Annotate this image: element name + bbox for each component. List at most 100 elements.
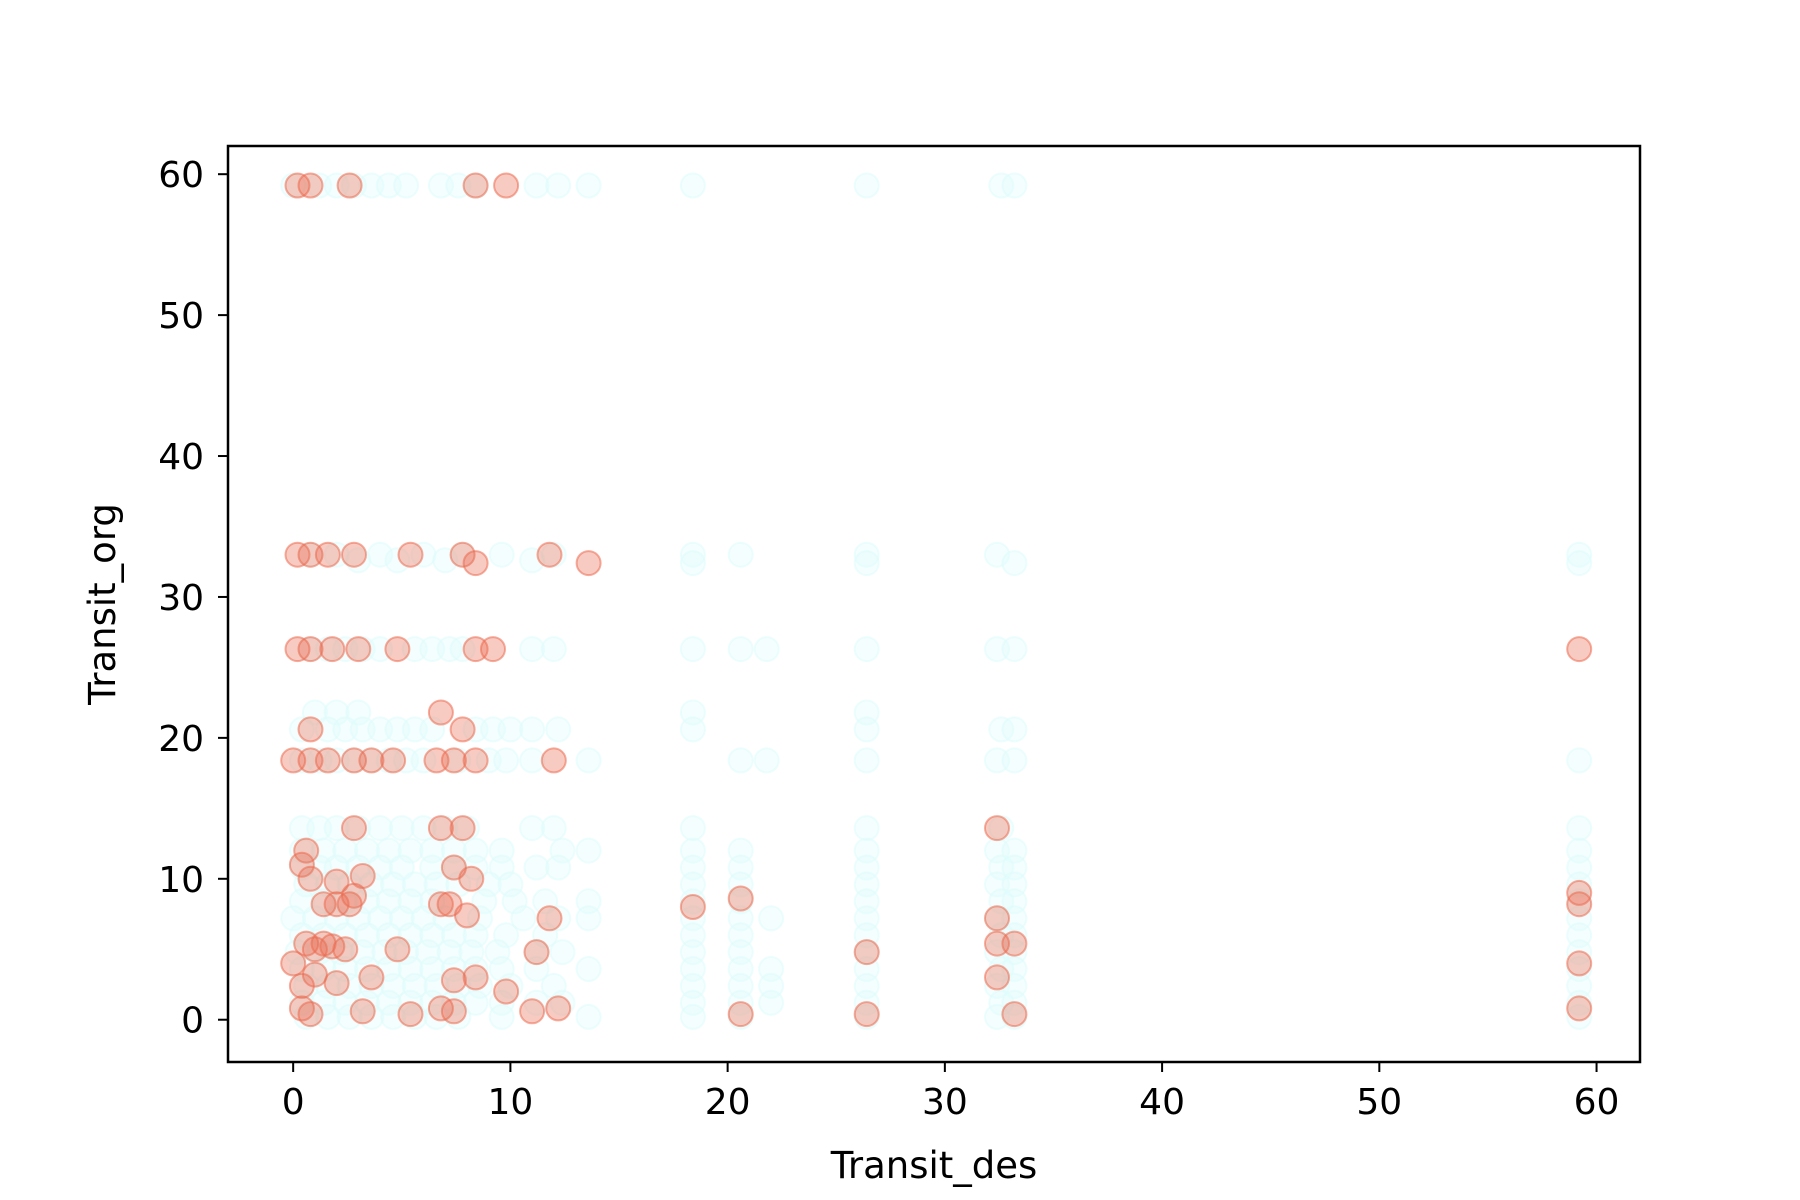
scatter-point bbox=[336, 1003, 363, 1030]
scatter-point bbox=[462, 550, 489, 577]
scatter-point bbox=[297, 716, 324, 743]
scatter-point bbox=[314, 747, 341, 774]
scatter-point bbox=[540, 747, 567, 774]
scatter-point bbox=[332, 936, 359, 963]
scatter-point bbox=[1566, 989, 1593, 1016]
x-axis-label: Transit_des bbox=[830, 1144, 1038, 1187]
scatter-point bbox=[1001, 172, 1028, 199]
scatter-point bbox=[440, 747, 467, 774]
scatter-point bbox=[575, 905, 602, 932]
scatter-point bbox=[549, 939, 576, 966]
scatter-point bbox=[427, 815, 454, 842]
scatter-point bbox=[545, 716, 572, 743]
x-tick-label: 10 bbox=[487, 1082, 533, 1123]
scatter-point bbox=[984, 905, 1010, 932]
scatter-point bbox=[575, 837, 602, 864]
scatter-point bbox=[358, 747, 385, 774]
scatter-point bbox=[449, 541, 476, 568]
x-tick-label: 0 bbox=[282, 1082, 305, 1123]
scatter-point bbox=[1001, 716, 1028, 743]
scatter-point bbox=[449, 716, 476, 743]
scatter-point bbox=[853, 541, 880, 568]
scatter-point bbox=[575, 550, 602, 577]
y-tick-label: 0 bbox=[181, 1001, 204, 1042]
scatter-point bbox=[1001, 550, 1028, 577]
scatter-point bbox=[397, 541, 424, 568]
x-tick-label: 40 bbox=[1139, 1082, 1185, 1123]
scatter-point bbox=[497, 716, 524, 743]
scatter-point bbox=[367, 815, 394, 842]
y-tick-label: 50 bbox=[158, 296, 204, 337]
scatter-point bbox=[1001, 636, 1028, 663]
scatter-point bbox=[540, 815, 567, 842]
y-tick-label: 10 bbox=[158, 860, 204, 901]
y-axis-ticks: 0 10 20 30 40 50 60 bbox=[158, 155, 228, 1042]
scatter-point bbox=[462, 964, 489, 991]
x-tick-label: 60 bbox=[1574, 1082, 1620, 1123]
scatter-point bbox=[462, 747, 489, 774]
scatter-point bbox=[853, 747, 880, 774]
scatter-point bbox=[1566, 636, 1593, 663]
y-axis-label: Transit_org bbox=[81, 503, 124, 706]
scatter-points bbox=[280, 172, 1593, 1030]
scatter-point bbox=[440, 967, 467, 994]
scatter-point bbox=[536, 905, 563, 932]
scatter-point bbox=[1566, 541, 1593, 568]
scatter-point bbox=[293, 837, 320, 864]
scatter-point bbox=[297, 865, 324, 892]
scatter-point bbox=[540, 636, 567, 663]
scatter-point bbox=[280, 950, 307, 977]
scatter-point bbox=[679, 989, 706, 1016]
scatter-point bbox=[427, 891, 454, 918]
scatter-point bbox=[523, 854, 550, 881]
scatter-point bbox=[1566, 995, 1593, 1022]
scatter-point bbox=[393, 172, 420, 199]
scatter-point bbox=[1001, 1001, 1028, 1028]
scatter-point bbox=[575, 172, 602, 199]
scatter-point bbox=[758, 989, 785, 1016]
scatter-point bbox=[679, 716, 706, 743]
scatter-point bbox=[519, 716, 546, 743]
scatter-point bbox=[288, 716, 315, 743]
x-tick-label: 30 bbox=[922, 1082, 968, 1123]
scatter-point bbox=[345, 636, 372, 663]
scatter-point bbox=[519, 998, 546, 1025]
scatter-point bbox=[427, 699, 454, 726]
scatter-point bbox=[575, 747, 602, 774]
scatter-point bbox=[388, 815, 415, 842]
scatter-point bbox=[679, 550, 706, 577]
scatter-point bbox=[545, 172, 572, 199]
scatter-point bbox=[288, 851, 315, 878]
scatter-point bbox=[493, 172, 520, 199]
scatter-point bbox=[349, 863, 376, 889]
scatter-point bbox=[480, 636, 506, 663]
scatter-point bbox=[380, 747, 407, 774]
scatter-point bbox=[519, 636, 546, 663]
scatter-point bbox=[1566, 950, 1593, 977]
scatter-point bbox=[753, 636, 780, 663]
scatter-point bbox=[488, 541, 515, 568]
scatter-point bbox=[1566, 1003, 1593, 1030]
scatter-point bbox=[523, 172, 550, 199]
scatter-point bbox=[375, 989, 402, 1016]
scatter-point bbox=[988, 716, 1015, 743]
scatter-point bbox=[984, 815, 1010, 842]
y-tick-label: 30 bbox=[158, 578, 204, 619]
scatter-point bbox=[440, 998, 467, 1025]
scatter-point bbox=[1566, 815, 1593, 842]
scatter-point bbox=[349, 998, 376, 1025]
scatter-point bbox=[727, 1001, 754, 1028]
scatter-point bbox=[727, 636, 754, 663]
scatter-point bbox=[1566, 747, 1593, 774]
scatter-point bbox=[853, 636, 880, 663]
x-tick-label: 50 bbox=[1356, 1082, 1402, 1123]
scatter-point bbox=[1566, 550, 1593, 577]
scatter-point bbox=[1566, 891, 1593, 918]
scatter-point bbox=[853, 716, 880, 743]
y-tick-label: 40 bbox=[158, 437, 204, 478]
scatter-point bbox=[679, 815, 706, 842]
scatter-point bbox=[679, 541, 706, 568]
scatter-point bbox=[853, 939, 880, 966]
scatter-point bbox=[727, 747, 754, 774]
scatter-point bbox=[575, 1003, 602, 1030]
